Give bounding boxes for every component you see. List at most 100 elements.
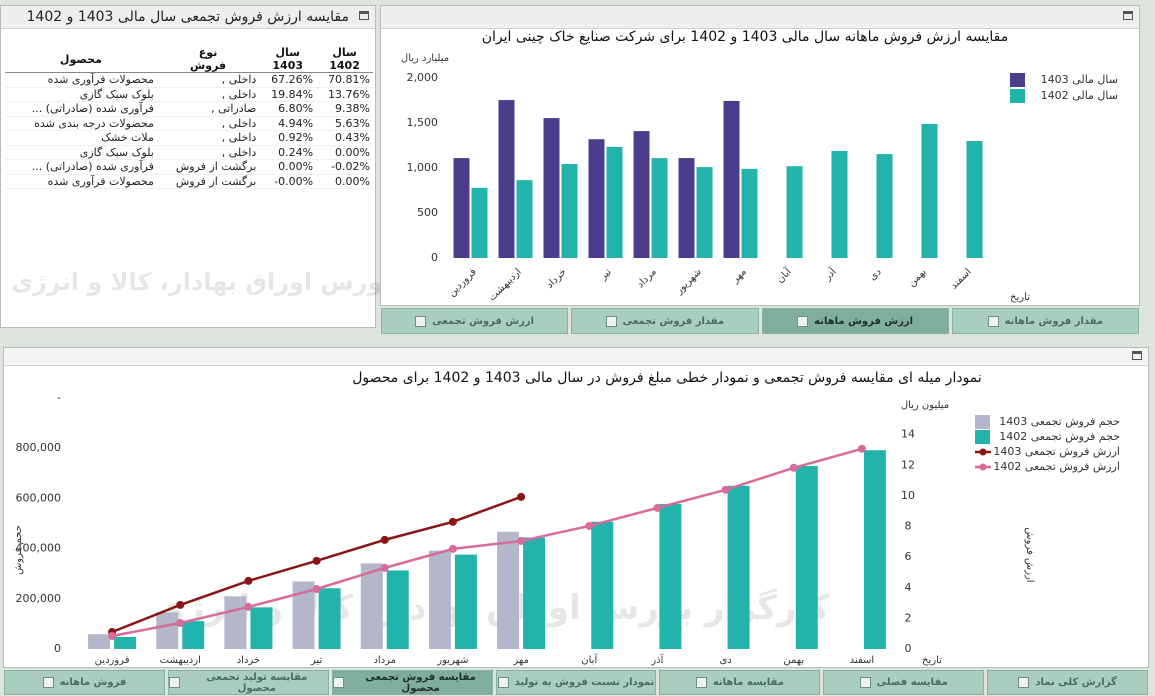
table-cell: 5.63% [316,116,373,131]
window-icon[interactable] [1123,11,1133,20]
bar [182,621,205,649]
bar [591,521,614,649]
x-tick-label: دی [719,655,731,666]
legend-label: سال مالی 1403 [1041,73,1118,86]
point [244,576,253,585]
table-row: بلوک سبک گازی داخلی , 19.84% 13.76% [5,87,373,102]
bar [498,100,515,258]
table-row: محصولات درجه بندی شده داخلی , 4.94% 5.63% [5,116,373,131]
y-tick-label: 400,000 [16,542,62,555]
y2-tick-label: 2 [905,611,912,624]
x-tick-label: شهریور [673,266,704,297]
table-cell: 67.26% [259,72,317,88]
table-cell: داخلی , [156,87,260,102]
tab-icon [859,677,871,688]
table-cell: داخلی , [156,130,260,146]
chart-title: مقایسه ارزش فروش ماهانه سال مالی 1403 و … [482,29,1009,45]
tab[interactable]: مقایسه تولید تجمعی محصول [167,670,329,695]
table-cell: -0.02% [316,159,373,175]
tab[interactable]: ارزش فروش ماهانه [761,308,949,334]
tab[interactable]: فروش ماهانه [4,670,165,695]
tab[interactable]: مقدار فروش تجمعی [571,308,759,334]
y-tick-label: 2,000 [407,71,439,84]
tab[interactable]: مقایسه فروش تجمعی محصول [331,670,493,695]
bar [454,554,477,649]
bar [88,634,111,649]
table-row: بلوک سبک گازی داخلی , 0.24% 0.00% [5,145,373,160]
legend-swatch [1010,73,1025,87]
tab[interactable]: نمودار نسبت فروش به تولید [495,670,657,695]
y-tick-label: 200,000 [16,592,62,605]
tab-label: مقایسه تولید تجمعی محصول [206,671,308,694]
bar [156,612,179,649]
bar [428,550,451,649]
tab[interactable]: مقایسه ماهانه [659,670,821,695]
x-tick-label: خرداد [544,266,568,290]
bar [723,100,740,258]
table-cell: داخلی , [156,72,260,88]
legend-swatch [1010,89,1025,103]
tab-label: مقایسه ماهانه [712,677,784,688]
bar [516,180,533,258]
header-text: محصول [59,52,102,66]
tab[interactable]: ارزش فروش تجمعی [381,308,569,334]
table-cell: 0.00% [259,159,317,175]
bar [741,168,758,258]
point [857,444,866,453]
table-panel: مقایسه ارزش فروش تجمعی سال مالی 1403 و 1… [0,5,488,328]
chart-panel-bottom: کارگزار بورس اوراق بهادار، کالا و انرژی [3,347,1149,668]
x-tick-label: خرداد [237,655,260,666]
header-text: نوع فروش [190,46,227,72]
window-icon[interactable] [359,11,369,20]
y2-tick-label: 8 [905,520,912,533]
y-tick-label: 800,000 [16,441,62,454]
point [312,585,321,594]
window-icon[interactable] [1132,351,1142,360]
y-tick-label: 0 [54,642,61,655]
x-tick-label: تیر [310,655,323,666]
bar [795,466,818,649]
y-tick-label: - [57,391,61,404]
tab-icon [42,677,54,688]
point [108,631,117,640]
table-cell: 0.92% [259,130,317,146]
table-cell: بلوک سبک گازی [5,145,157,160]
x-tick-label: بهمن [906,266,928,288]
tab[interactable]: مقایسه فصلی [823,670,985,695]
point [653,503,662,512]
x-tick-label: آذر [650,653,664,666]
table-row: محصولات فرآوری شده داخلی , 67.26% 70.81% [5,72,373,88]
table-cell: داخلی , [156,145,260,160]
x-tick-label: مهر [729,266,748,285]
line [111,447,863,638]
table-row: محصولات فرآوری شده برگشت از فروش -0.00% 0.0… [5,174,373,189]
bar [561,163,578,258]
tab-label: نمودار نسبت فروش به تولید [514,677,655,688]
bar [831,150,848,258]
bar [588,139,605,258]
table-cell: 0.00% [316,174,373,189]
y-tick-label: 500 [417,206,438,219]
point [380,563,389,572]
header-text: سال 1402 [329,46,360,72]
x-tick-label: اردیبهشت [487,266,524,303]
x-tick-label: فروردین [446,266,479,299]
table-cell: 4.94% [259,116,317,131]
x-tick-label: آبان [773,264,794,285]
y2-axis-label: ارزش فروش [1024,527,1035,582]
bar [523,537,546,649]
point [448,517,457,526]
table-row: فرآوری شده (صادراتی) ... صادراتی , 6.80% 9.… [5,101,373,117]
legend-label: سال مالی 1402 [1041,89,1118,102]
table-cell: محصولات درجه بندی شده [5,116,157,131]
tab[interactable]: مقدار فروش ماهانه [951,308,1139,334]
bar [921,123,938,259]
bar [863,450,886,649]
tab-label: مقدار فروش ماهانه [1004,315,1104,327]
bar [876,154,893,258]
tab-icon [332,677,344,688]
point [721,485,730,494]
bar [453,158,470,258]
tab[interactable]: گزارش کلی نماد [987,670,1149,695]
